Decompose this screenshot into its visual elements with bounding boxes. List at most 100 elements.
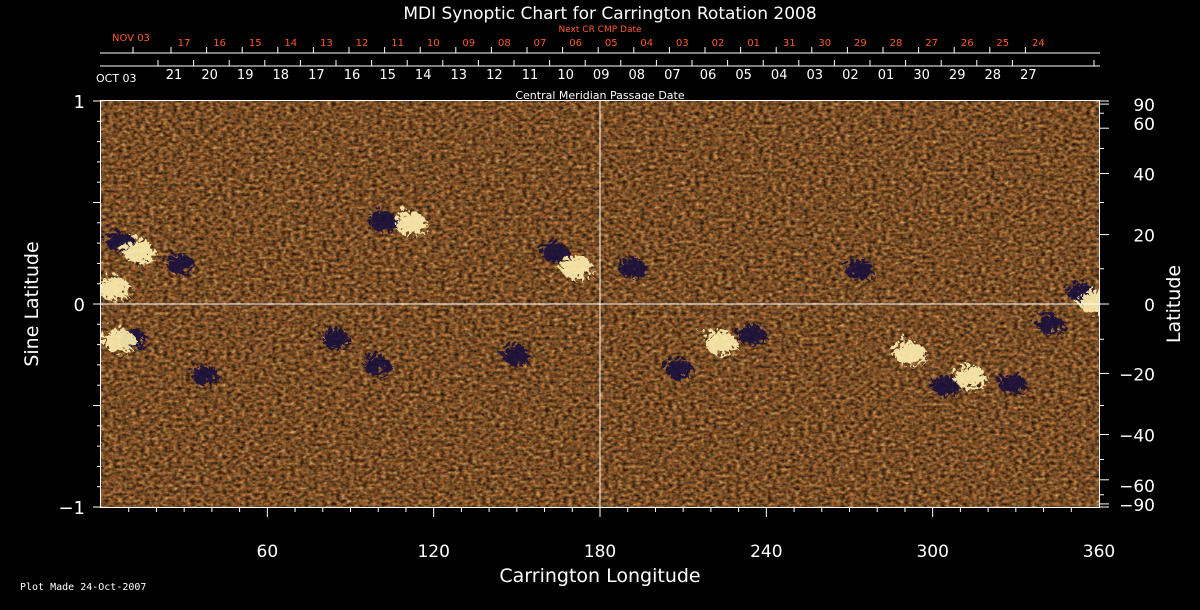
cmp-date-label: 09 bbox=[593, 68, 610, 83]
next-cr-date-label: 06 bbox=[569, 38, 582, 49]
y-left-axis-ticks: 1 0 −1 bbox=[58, 92, 101, 519]
y-left-axis-label: Sine Latitude bbox=[21, 241, 43, 366]
active-regions bbox=[101, 206, 1099, 392]
chart-title: MDI Synoptic Chart for Carrington Rotati… bbox=[403, 4, 816, 24]
cmp-date-label: 27 bbox=[1020, 68, 1037, 83]
negative-polarity-region bbox=[660, 354, 689, 375]
positive-polarity-region bbox=[949, 361, 982, 386]
next-cr-date-label: 26 bbox=[961, 38, 974, 49]
cmp-date-label: 20 bbox=[201, 68, 218, 83]
next-cr-date-label: 15 bbox=[249, 38, 262, 49]
cmp-date-label: 16 bbox=[344, 68, 361, 83]
negative-polarity-region bbox=[186, 360, 215, 381]
cmp-date-label: 03 bbox=[807, 68, 824, 83]
y-right-tick-label: −90 bbox=[1119, 496, 1155, 516]
cmp-date-label: 04 bbox=[771, 68, 788, 83]
positive-polarity-region bbox=[118, 235, 151, 260]
y-left-tick-label: 1 bbox=[74, 92, 85, 113]
y-right-tick-label: 90 bbox=[1133, 96, 1155, 116]
positive-polarity-region bbox=[700, 326, 733, 351]
negative-polarity-region bbox=[732, 320, 761, 341]
next-cr-date-label: 25 bbox=[996, 38, 1009, 49]
negative-polarity-region bbox=[364, 206, 393, 227]
next-cr-date-label: 02 bbox=[712, 38, 725, 49]
cmp-date-label: 19 bbox=[237, 68, 254, 83]
y-left-tick-label: −1 bbox=[58, 498, 85, 519]
cmp-date-label: 02 bbox=[842, 68, 859, 83]
cmp-date-label: 06 bbox=[700, 68, 717, 83]
next-cr-date-label: 14 bbox=[284, 38, 297, 49]
x-tick-label: 180 bbox=[584, 542, 616, 562]
next-cr-date-label: 31 bbox=[783, 38, 796, 49]
negative-polarity-region bbox=[993, 369, 1022, 390]
negative-polarity-region bbox=[1032, 310, 1061, 331]
x-tick-label: 120 bbox=[417, 542, 449, 562]
y-right-tick-label: −60 bbox=[1119, 477, 1155, 497]
positive-polarity-region bbox=[101, 324, 131, 349]
x-axis-ticks: 60 120 180 240 300 360 bbox=[128, 507, 1115, 562]
negative-polarity-region bbox=[358, 350, 387, 371]
y-right-tick-label: −20 bbox=[1119, 365, 1155, 385]
x-axis-label: Carrington Longitude bbox=[499, 565, 700, 587]
positive-polarity-region bbox=[101, 271, 126, 296]
next-cr-date-label: 05 bbox=[605, 38, 618, 49]
y-left-tick-label: 0 bbox=[74, 295, 85, 316]
next-cr-date-label: 07 bbox=[534, 38, 547, 49]
cmp-date-label: 21 bbox=[166, 68, 183, 83]
cmp-date-label: 29 bbox=[949, 68, 966, 83]
negative-polarity-region bbox=[317, 324, 346, 345]
negative-polarity-region bbox=[161, 249, 190, 270]
cmp-date-label: 11 bbox=[522, 68, 539, 83]
next-cr-date-label: 09 bbox=[462, 38, 475, 49]
x-tick-label: 300 bbox=[916, 542, 948, 562]
cmp-date-label: 13 bbox=[451, 68, 468, 83]
next-cr-date-label: 12 bbox=[356, 38, 369, 49]
positive-polarity-region bbox=[389, 206, 422, 231]
next-cr-date-label: 16 bbox=[213, 38, 226, 49]
cmp-date-label: 05 bbox=[735, 68, 752, 83]
top-axis-title: Central Meridian Passage Date bbox=[515, 89, 684, 102]
top-date-axes: 17 16 15 14 13 12 11 10 09 08 07 06 05 04 03 02 01 31 30 29… bbox=[100, 38, 1100, 83]
negative-polarity-region bbox=[926, 371, 955, 392]
y-right-tick-label: −40 bbox=[1119, 426, 1155, 446]
next-cr-date-label: 01 bbox=[747, 38, 760, 49]
next-cr-date-label: 13 bbox=[320, 38, 333, 49]
positive-polarity-region bbox=[556, 251, 589, 276]
top-axis-month-start: OCT 03 bbox=[96, 72, 137, 85]
y-right-tick-label: 60 bbox=[1133, 115, 1155, 135]
next-cr-date-label: 30 bbox=[818, 38, 831, 49]
cmp-date-label: 12 bbox=[486, 68, 503, 83]
negative-polarity-region bbox=[841, 255, 870, 276]
cmp-date-label: 08 bbox=[629, 68, 646, 83]
x-tick-label: 240 bbox=[750, 542, 782, 562]
positive-polarity-region bbox=[1074, 285, 1099, 310]
y-right-tick-label: 20 bbox=[1133, 227, 1155, 247]
next-cr-title: Next CR CMP Date bbox=[558, 25, 642, 35]
cmp-date-label: 17 bbox=[308, 68, 325, 83]
negative-polarity-region bbox=[497, 340, 526, 361]
cmp-date-label: 01 bbox=[878, 68, 895, 83]
negative-polarity-region bbox=[613, 253, 642, 274]
next-cr-date-label: 10 bbox=[427, 38, 440, 49]
cmp-date-label: 14 bbox=[415, 68, 432, 83]
cmp-date-label: 15 bbox=[379, 68, 396, 83]
next-cr-date-label: 03 bbox=[676, 38, 689, 49]
next-cr-date-label: 17 bbox=[178, 38, 191, 49]
plot-made-footer: Plot Made 24-Oct-2007 bbox=[20, 582, 146, 593]
cmp-date-label: 28 bbox=[985, 68, 1002, 83]
next-cr-date-label: 11 bbox=[391, 38, 404, 49]
x-tick-label: 60 bbox=[257, 542, 279, 562]
y-right-tick-label: 0 bbox=[1144, 296, 1155, 316]
next-cr-date-label: 27 bbox=[925, 38, 938, 49]
y-right-axis-label: Latitude bbox=[1163, 265, 1185, 343]
negative-polarity-region bbox=[536, 237, 565, 258]
y-right-tick-label: 40 bbox=[1133, 166, 1155, 186]
next-cr-date-label: 08 bbox=[498, 38, 511, 49]
next-cr-date-label: 04 bbox=[640, 38, 653, 49]
cmp-date-label: 10 bbox=[557, 68, 574, 83]
cmp-date-label: 07 bbox=[664, 68, 681, 83]
next-cr-date-label: 28 bbox=[890, 38, 903, 49]
cmp-date-label: 30 bbox=[913, 68, 930, 83]
